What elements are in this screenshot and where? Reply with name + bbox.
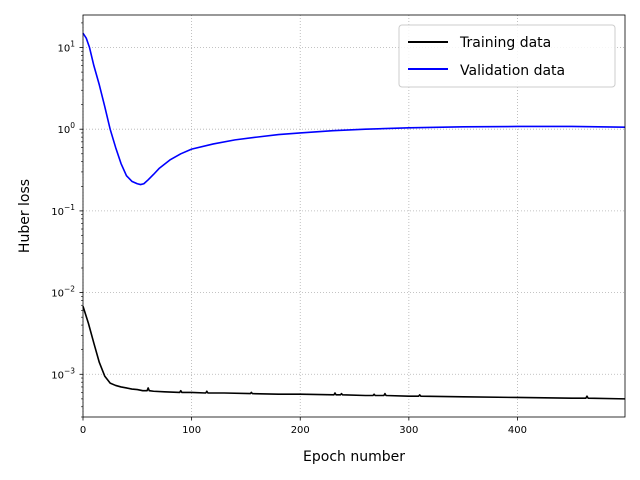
legend-box [398, 24, 616, 88]
series-line-validation [82, 32, 626, 186]
legend-label-validation: Validation data [460, 63, 565, 79]
x-tick-label: 300 [399, 425, 418, 436]
x-tick-label: 200 [291, 425, 310, 436]
x-tick-label: 400 [508, 425, 527, 436]
x-axis-label: Epoch number [303, 449, 405, 465]
y-tick-label: 10−2 [51, 285, 75, 300]
axis-ticks: 0 100 200 300 400 10−3 10−2 10−1 100 101 [51, 22, 527, 436]
x-tick-label: 0 [80, 425, 86, 436]
series-line-training [82, 306, 626, 400]
y-tick-label: 10−1 [51, 203, 75, 218]
legend: Training data Validation data [398, 24, 616, 88]
y-tick-label: 10−3 [51, 366, 75, 381]
x-tick-label: 100 [182, 425, 201, 436]
y-axis-label: Huber loss [17, 179, 33, 253]
plot-frame [82, 14, 626, 418]
series-lines [82, 32, 626, 400]
legend-label-training: Training data [459, 35, 551, 51]
y-tick-label: 101 [57, 40, 75, 55]
y-tick-label: 100 [57, 121, 75, 136]
